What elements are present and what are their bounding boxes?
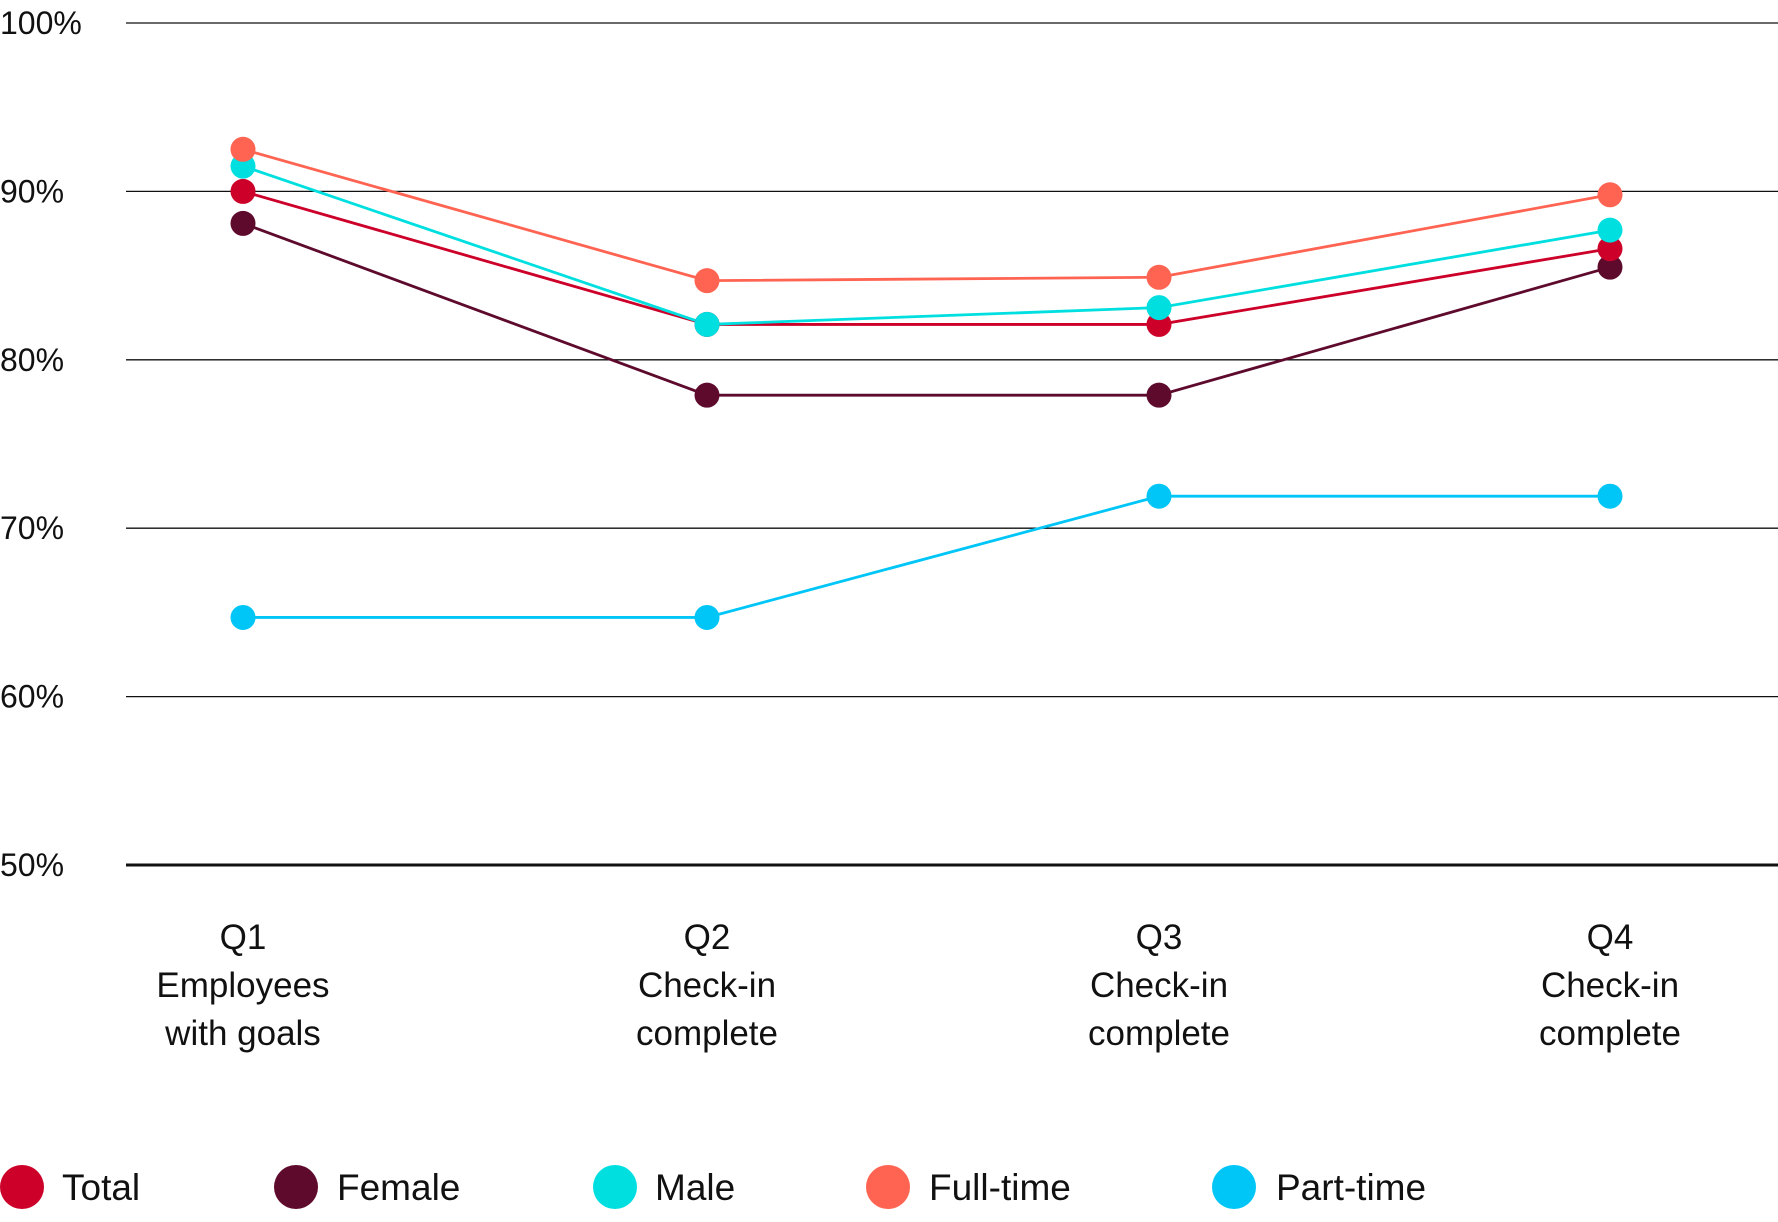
data-point-female [230,210,256,236]
data-point-part-time [694,604,720,630]
legend-swatch-female [274,1165,318,1209]
data-point-full-time [694,268,720,294]
data-point-total [1597,236,1623,262]
data-point-male [1146,295,1172,321]
data-point-part-time [230,604,256,630]
data-point-female [1146,382,1172,408]
y-tick-label: 90% [0,173,64,209]
data-point-part-time [1597,483,1623,509]
legend-swatch-part-time [1212,1165,1256,1209]
legend-swatch-male [593,1165,637,1209]
y-tick-label: 70% [0,510,64,546]
data-point-male [694,311,720,337]
y-tick-label: 80% [0,342,64,378]
x-tick-label: with goals [164,1014,321,1053]
x-tick-label: Check-in [638,966,776,1005]
y-tick-label: 60% [0,679,64,715]
data-point-full-time [1146,264,1172,290]
series-line-part-time [243,494,1610,619]
x-tick-label: Employees [156,966,329,1005]
legend-label: Female [337,1167,460,1208]
legend-swatch-full-time [866,1165,910,1209]
data-point-total [230,178,256,204]
y-tick-label: 100% [0,5,82,41]
x-tick-label: Q3 [1136,918,1183,957]
data-point-female [694,382,720,408]
data-point-part-time [1146,483,1172,509]
data-point-female [1597,254,1623,280]
legend-label: Full-time [929,1167,1071,1208]
x-tick-label: complete [1088,1014,1230,1053]
x-tick-label: Check-in [1090,966,1228,1005]
legend-label: Male [655,1167,735,1208]
legend-swatch-total [0,1165,44,1209]
legend-label: Part-time [1276,1167,1426,1208]
x-tick-label: complete [1539,1014,1681,1053]
x-tick-label: Q4 [1587,918,1634,957]
y-tick-label: 50% [0,847,64,883]
series-line-full-time [242,147,1611,283]
series-line-total [242,190,1611,326]
data-point-full-time [230,136,256,162]
x-tick-label: Q1 [220,918,267,957]
series-line-female [242,222,1611,397]
legend-label: Total [62,1167,140,1208]
data-point-full-time [1597,182,1623,208]
data-point-male [1597,217,1623,243]
x-tick-label: complete [636,1014,778,1053]
series-line-male [242,164,1611,326]
x-tick-label: Q2 [684,918,731,957]
x-tick-label: Check-in [1541,966,1679,1005]
